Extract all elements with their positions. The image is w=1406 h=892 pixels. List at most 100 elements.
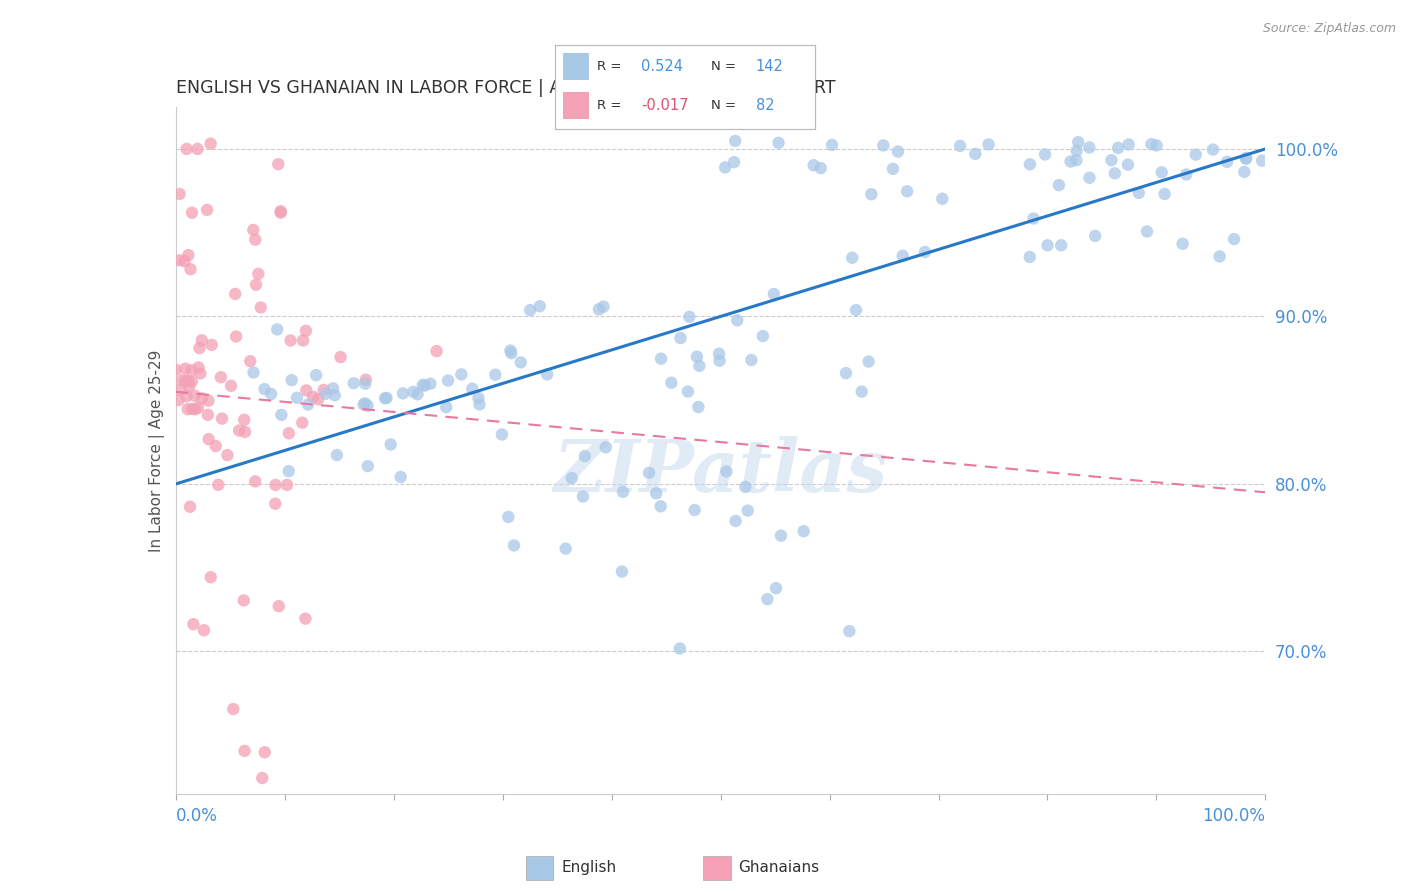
Point [554,541,576,556]
Point [294,612,316,626]
Point [1233,165,1256,179]
Point [659,376,682,390]
Point [509,355,531,369]
Point [1171,236,1194,251]
Point [170,373,193,387]
Point [650,351,672,366]
Point [574,449,596,463]
Point [329,350,352,364]
Point [1251,153,1274,168]
Point [499,343,522,358]
Point [434,400,457,414]
Point [285,391,308,405]
Point [965,146,987,161]
Point [353,397,375,411]
Point [184,402,207,417]
Point [169,186,191,201]
Point [709,353,731,368]
Point [716,465,738,479]
Point [1066,144,1088,158]
Point [195,202,218,217]
Point [389,470,412,484]
Point [180,363,202,377]
Point [810,161,832,175]
Point [305,368,328,383]
Point [872,138,894,153]
Point [688,359,710,373]
Point [803,158,825,172]
Point [267,157,290,171]
Point [201,338,224,352]
Point [1107,141,1129,155]
Point [225,329,247,343]
Point [239,354,262,368]
Point [233,744,256,758]
Point [173,254,195,268]
Point [224,287,246,301]
Text: ZIPatlas: ZIPatlas [554,435,887,507]
Point [638,466,661,480]
Point [734,480,756,494]
Point [891,249,914,263]
Point [174,361,197,376]
Point [1202,143,1225,157]
Point [725,313,748,327]
Point [1101,153,1123,168]
Point [253,745,276,759]
Point [461,382,484,396]
Point [503,538,526,552]
Point [1150,165,1173,179]
Point [1128,186,1150,200]
Bar [526,856,554,880]
Point [295,384,318,398]
Point [612,484,634,499]
Point [280,334,302,348]
Point [167,392,190,407]
Point [179,379,201,393]
Point [277,464,299,478]
Text: -0.017: -0.017 [641,98,689,112]
Point [270,204,292,219]
Point [1223,232,1246,246]
Point [1153,186,1175,201]
Point [1234,152,1257,166]
Text: N =: N = [711,99,737,112]
Point [1022,211,1045,226]
Point [184,389,207,403]
Point [688,400,710,414]
Point [267,599,290,614]
Point [529,299,551,313]
Point [610,565,633,579]
Point [752,329,775,343]
Point [425,344,447,359]
Point [197,432,219,446]
Point [1018,250,1040,264]
Point [821,138,844,153]
Point [1234,151,1257,165]
Point [312,383,335,397]
Point [315,386,337,401]
Point [1066,153,1088,168]
Point [1146,138,1168,153]
Point [768,136,790,150]
Point [186,142,209,156]
Point [882,161,904,176]
Point [270,408,292,422]
Point [233,413,256,427]
Point [253,382,276,396]
Point [260,387,283,401]
Point [179,500,201,514]
Point [1208,249,1230,263]
Bar [564,92,589,120]
Point [1047,178,1070,193]
Point [174,374,197,388]
Point [291,416,314,430]
Point [468,397,491,411]
Point [187,401,209,415]
Point [188,341,211,355]
Point [232,593,254,607]
Text: English: English [561,860,616,874]
Text: 0.0%: 0.0% [176,807,218,825]
Point [669,331,692,345]
Point [176,142,198,156]
